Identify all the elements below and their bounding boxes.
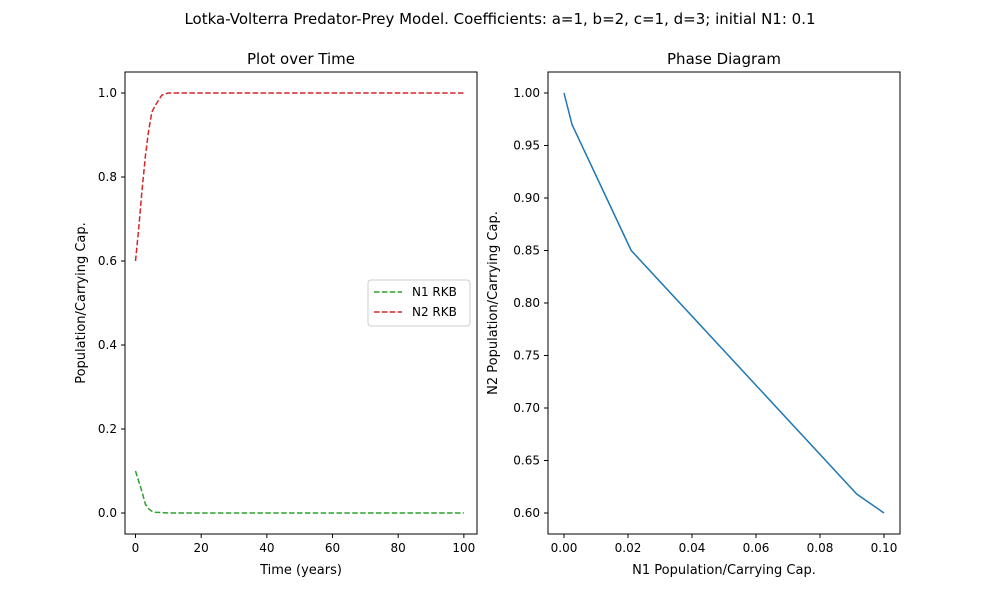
time-plot-series [134, 92, 464, 514]
phase-diagram-y-tick-label: 0.80 [513, 296, 540, 310]
phase-diagram-x-tick-label: 0.06 [743, 541, 770, 555]
time-plot-y-label: Population/Carrying Cap. [74, 222, 89, 384]
phase-diagram-y-tick-label: 0.65 [513, 454, 540, 468]
time-plot-y-tick-label: 0.2 [98, 422, 117, 436]
time-plot-series-line-n2-rkb [134, 92, 464, 262]
legend-label-n1: N1 RKB [412, 285, 457, 299]
time-plot-y-tick-label: 0.4 [98, 338, 117, 352]
time-plot-axes: Plot over Time 0 20 40 60 80 100 0.0 0.2 0.4 0.6… [74, 50, 478, 578]
time-plot-y-tick-label: 1.0 [98, 86, 117, 100]
phase-diagram-x-tick-label: 0.00 [551, 541, 578, 555]
phase-diagram-y-tick-label: 0.70 [513, 401, 540, 415]
time-plot-x-tick-label: 20 [194, 541, 209, 555]
phase-diagram-series [563, 92, 885, 514]
phase-diagram-title: Phase Diagram [667, 50, 781, 68]
phase-diagram-x-label: N1 Population/Carrying Cap. [632, 563, 816, 578]
time-plot-x-label: Time (years) [259, 563, 342, 578]
time-plot-series-line-n1-rkb [134, 470, 464, 514]
legend-label-n2: N2 RKB [412, 305, 457, 319]
time-plot-y-tick-label: 0.8 [98, 170, 117, 184]
phase-diagram-y-tick-label: 0.95 [513, 139, 540, 153]
time-plot-x-tick-label: 60 [325, 541, 340, 555]
time-plot-legend: N1 RKB N2 RKB [367, 279, 471, 327]
time-plot-x-tick-label: 0 [132, 541, 140, 555]
time-plot-frame [124, 71, 478, 535]
time-plot-x-tick-label: 80 [391, 541, 406, 555]
time-plot-y-tick-label: 0.0 [98, 506, 117, 520]
phase-diagram-y-tick-label: 0.75 [513, 349, 540, 363]
phase-diagram-y-tick-label: 0.60 [513, 506, 540, 520]
time-plot-x-tick-label: 100 [452, 541, 475, 555]
phase-diagram-x-ticks: 0.00 0.02 0.04 0.06 0.08 0.10 [551, 534, 898, 555]
phase-diagram-y-label: N2 Population/Carrying Cap. [486, 211, 501, 395]
phase-diagram-y-ticks: 0.60 0.65 0.70 0.75 0.80 0.85 0.90 0.95 1.00 [513, 86, 548, 520]
figure-suptitle: Lotka-Volterra Predator-Prey Model. Coef… [184, 10, 815, 28]
time-plot-x-ticks: 0 20 40 60 80 100 [132, 534, 475, 555]
phase-diagram-series-line-0 [563, 92, 885, 514]
phase-diagram-x-tick-label: 0.08 [807, 541, 834, 555]
phase-diagram-y-tick-label: 0.85 [513, 244, 540, 258]
time-plot-x-tick-label: 40 [259, 541, 274, 555]
phase-diagram-x-tick-label: 0.02 [615, 541, 642, 555]
phase-diagram-x-tick-label: 0.10 [871, 541, 898, 555]
phase-diagram-x-tick-label: 0.04 [679, 541, 706, 555]
time-plot-y-ticks: 0.0 0.2 0.4 0.6 0.8 1.0 [98, 86, 125, 520]
time-plot-title: Plot over Time [247, 50, 355, 68]
time-plot-y-tick-label: 0.6 [98, 254, 117, 268]
phase-diagram-frame [547, 71, 901, 535]
phase-diagram-y-tick-label: 1.00 [513, 86, 540, 100]
phase-diagram-axes: Phase Diagram 0.00 0.02 0.04 0.06 0.08 0.10 0… [486, 50, 901, 578]
phase-diagram-y-tick-label: 0.90 [513, 191, 540, 205]
